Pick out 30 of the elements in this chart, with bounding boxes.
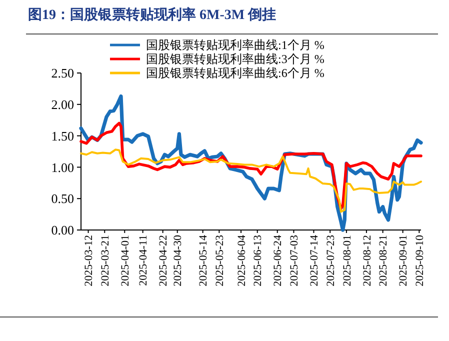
x-tick-label: 2025-07-23	[324, 234, 337, 286]
x-tick-label: 2025-04-22	[158, 235, 170, 286]
x-tick-label: 2025-04-11	[138, 235, 150, 286]
chart-title: 图19：国股银票转贴现利率 6M-3M 倒挂	[28, 6, 276, 23]
x-tick-label: 2025-06-24	[272, 234, 284, 286]
x-tick-label: 2025-06-13	[252, 234, 264, 286]
x-tick-label: 2025-04-01	[119, 235, 132, 286]
y-tick-label: 0.50	[51, 191, 74, 206]
x-tick-label: 2025-08-01	[341, 235, 354, 286]
y-tick-label: 1.00	[51, 160, 74, 175]
x-tick-label: 2025-09-01	[398, 235, 410, 286]
x-tick-label: 2025-08-21	[378, 235, 390, 286]
x-tick-label: 2025-03-21	[99, 235, 112, 286]
x-tick-label: 2025-09-10	[414, 234, 426, 286]
x-tick-label: 2025-07-03	[288, 234, 301, 286]
line-series	[80, 148, 422, 213]
x-tick-label: 2025-04-30	[172, 234, 184, 286]
x-tick-label: 2025-05-23	[214, 234, 226, 286]
legend-label: 国股银票转贴现利率曲线:1个月 %	[146, 38, 324, 52]
y-tick-label: 2.50	[51, 66, 74, 81]
x-tick-label: 2025-07-14	[308, 234, 321, 286]
legend-label: 国股银票转贴现利率曲线:3个月 %	[146, 52, 324, 66]
legend-label: 国股银票转贴现利率曲线:6个月 %	[146, 66, 324, 80]
x-tick-label: 2025-08-12	[361, 235, 374, 286]
y-tick-label: 2.00	[51, 96, 74, 112]
y-tick-label: 0.00	[51, 222, 74, 238]
x-tick-label: 2025-05-14	[198, 234, 210, 286]
y-tick-label: 1.50	[51, 128, 74, 144]
x-tick-label: 2025-06-04	[236, 234, 248, 286]
x-tick-label: 2025-03-12	[83, 235, 96, 286]
